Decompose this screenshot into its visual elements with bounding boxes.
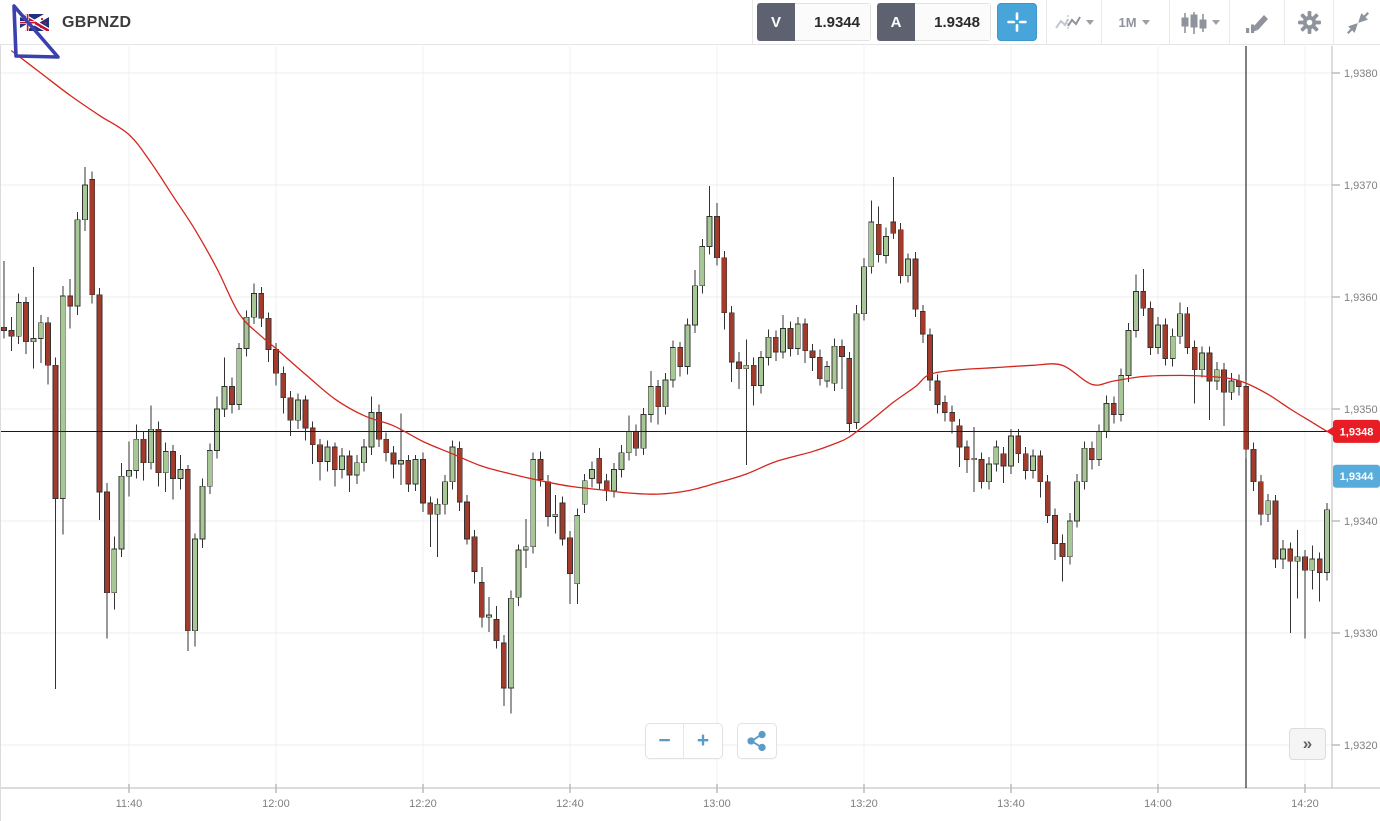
instrument-brand: GBPNZD xyxy=(20,0,131,45)
svg-text:12:40: 12:40 xyxy=(556,798,584,810)
svg-text:13:40: 13:40 xyxy=(997,798,1025,810)
timeframe-button[interactable]: 1M xyxy=(1108,0,1160,45)
svg-text:13:00: 13:00 xyxy=(703,798,731,810)
svg-text:1,9370: 1,9370 xyxy=(1344,180,1378,192)
candles-layer xyxy=(1,167,1330,714)
svg-text:12:00: 12:00 xyxy=(262,798,290,810)
chart-type-button[interactable] xyxy=(1050,0,1098,45)
svg-text:1,9360: 1,9360 xyxy=(1344,292,1378,304)
zoom-out-button[interactable]: − xyxy=(646,724,685,758)
svg-text:13:20: 13:20 xyxy=(850,798,878,810)
draw-button[interactable] xyxy=(1240,0,1274,45)
svg-text:1,9330: 1,9330 xyxy=(1344,628,1378,640)
buy-price: 1.9348 xyxy=(915,3,991,41)
buy-label: A xyxy=(877,3,915,41)
svg-text:1,9340: 1,9340 xyxy=(1344,516,1378,528)
moving-average-line xyxy=(10,50,1328,495)
sell-price: 1.9344 xyxy=(795,3,871,41)
x-gridlines xyxy=(128,46,1306,788)
collapse-button[interactable] xyxy=(1340,0,1376,45)
share-icon xyxy=(747,730,766,752)
header-separator xyxy=(1046,0,1047,44)
pencil-icon xyxy=(1246,14,1268,33)
buy-quote-button[interactable]: A 1.9348 xyxy=(877,3,991,41)
zoom-controls: − + xyxy=(645,723,723,759)
chevron-down-icon xyxy=(1141,20,1150,25)
crosshair-button[interactable] xyxy=(997,3,1037,41)
gear-icon xyxy=(1297,11,1321,34)
chevron-down-icon xyxy=(1085,20,1094,25)
header-separator xyxy=(752,0,753,44)
crosshair-icon xyxy=(1007,12,1027,32)
candlestick-icon xyxy=(1181,11,1206,34)
expand-panel-button[interactable]: » xyxy=(1289,728,1326,760)
indicators-button[interactable] xyxy=(1176,0,1224,45)
window-edge xyxy=(0,0,1,821)
ask-price-badge: 1,9348 xyxy=(1326,419,1380,443)
svg-text:1,9350: 1,9350 xyxy=(1344,404,1378,416)
bid-price-badge: 1,9344 xyxy=(1333,464,1380,488)
svg-text:1,9380: 1,9380 xyxy=(1344,68,1378,80)
svg-text:1,9344: 1,9344 xyxy=(1340,471,1375,483)
svg-text:14:00: 14:00 xyxy=(1144,798,1172,810)
axis-frame xyxy=(0,46,1380,789)
collapse-icon xyxy=(1346,11,1370,34)
svg-text:14:20: 14:20 xyxy=(1291,798,1319,810)
share-button[interactable] xyxy=(737,723,777,759)
svg-text:1,9348: 1,9348 xyxy=(1340,426,1374,438)
sell-quote-button[interactable]: V 1.9344 xyxy=(757,3,871,41)
header-separator xyxy=(1169,0,1170,44)
svg-text:1,9320: 1,9320 xyxy=(1344,740,1378,752)
header-separator xyxy=(1101,0,1102,44)
header-separator xyxy=(1229,0,1230,44)
sell-label: V xyxy=(757,3,795,41)
chart-header: GBPNZD V 1.9344 A 1.9348 xyxy=(0,0,1380,45)
y-axis[interactable]: 1,9380 1,9370 1,9360 1,9350 1,9340 1,9330 1,93… xyxy=(1332,68,1378,752)
quote-buttons: V 1.9344 A 1.9348 xyxy=(757,3,1037,41)
svg-text:11:40: 11:40 xyxy=(116,798,143,810)
timeframe-label: 1M xyxy=(1118,15,1137,30)
settings-button[interactable] xyxy=(1292,0,1326,45)
chevron-down-icon xyxy=(1211,20,1220,25)
header-separator xyxy=(1333,0,1334,44)
page-title: GBPNZD xyxy=(62,13,132,31)
zoom-in-button[interactable]: + xyxy=(696,729,710,752)
chart-type-icon xyxy=(1054,14,1081,31)
header-separator xyxy=(1284,0,1285,44)
svg-text:12:20: 12:20 xyxy=(409,798,437,810)
gbp-nzd-flag-icon xyxy=(20,14,49,31)
